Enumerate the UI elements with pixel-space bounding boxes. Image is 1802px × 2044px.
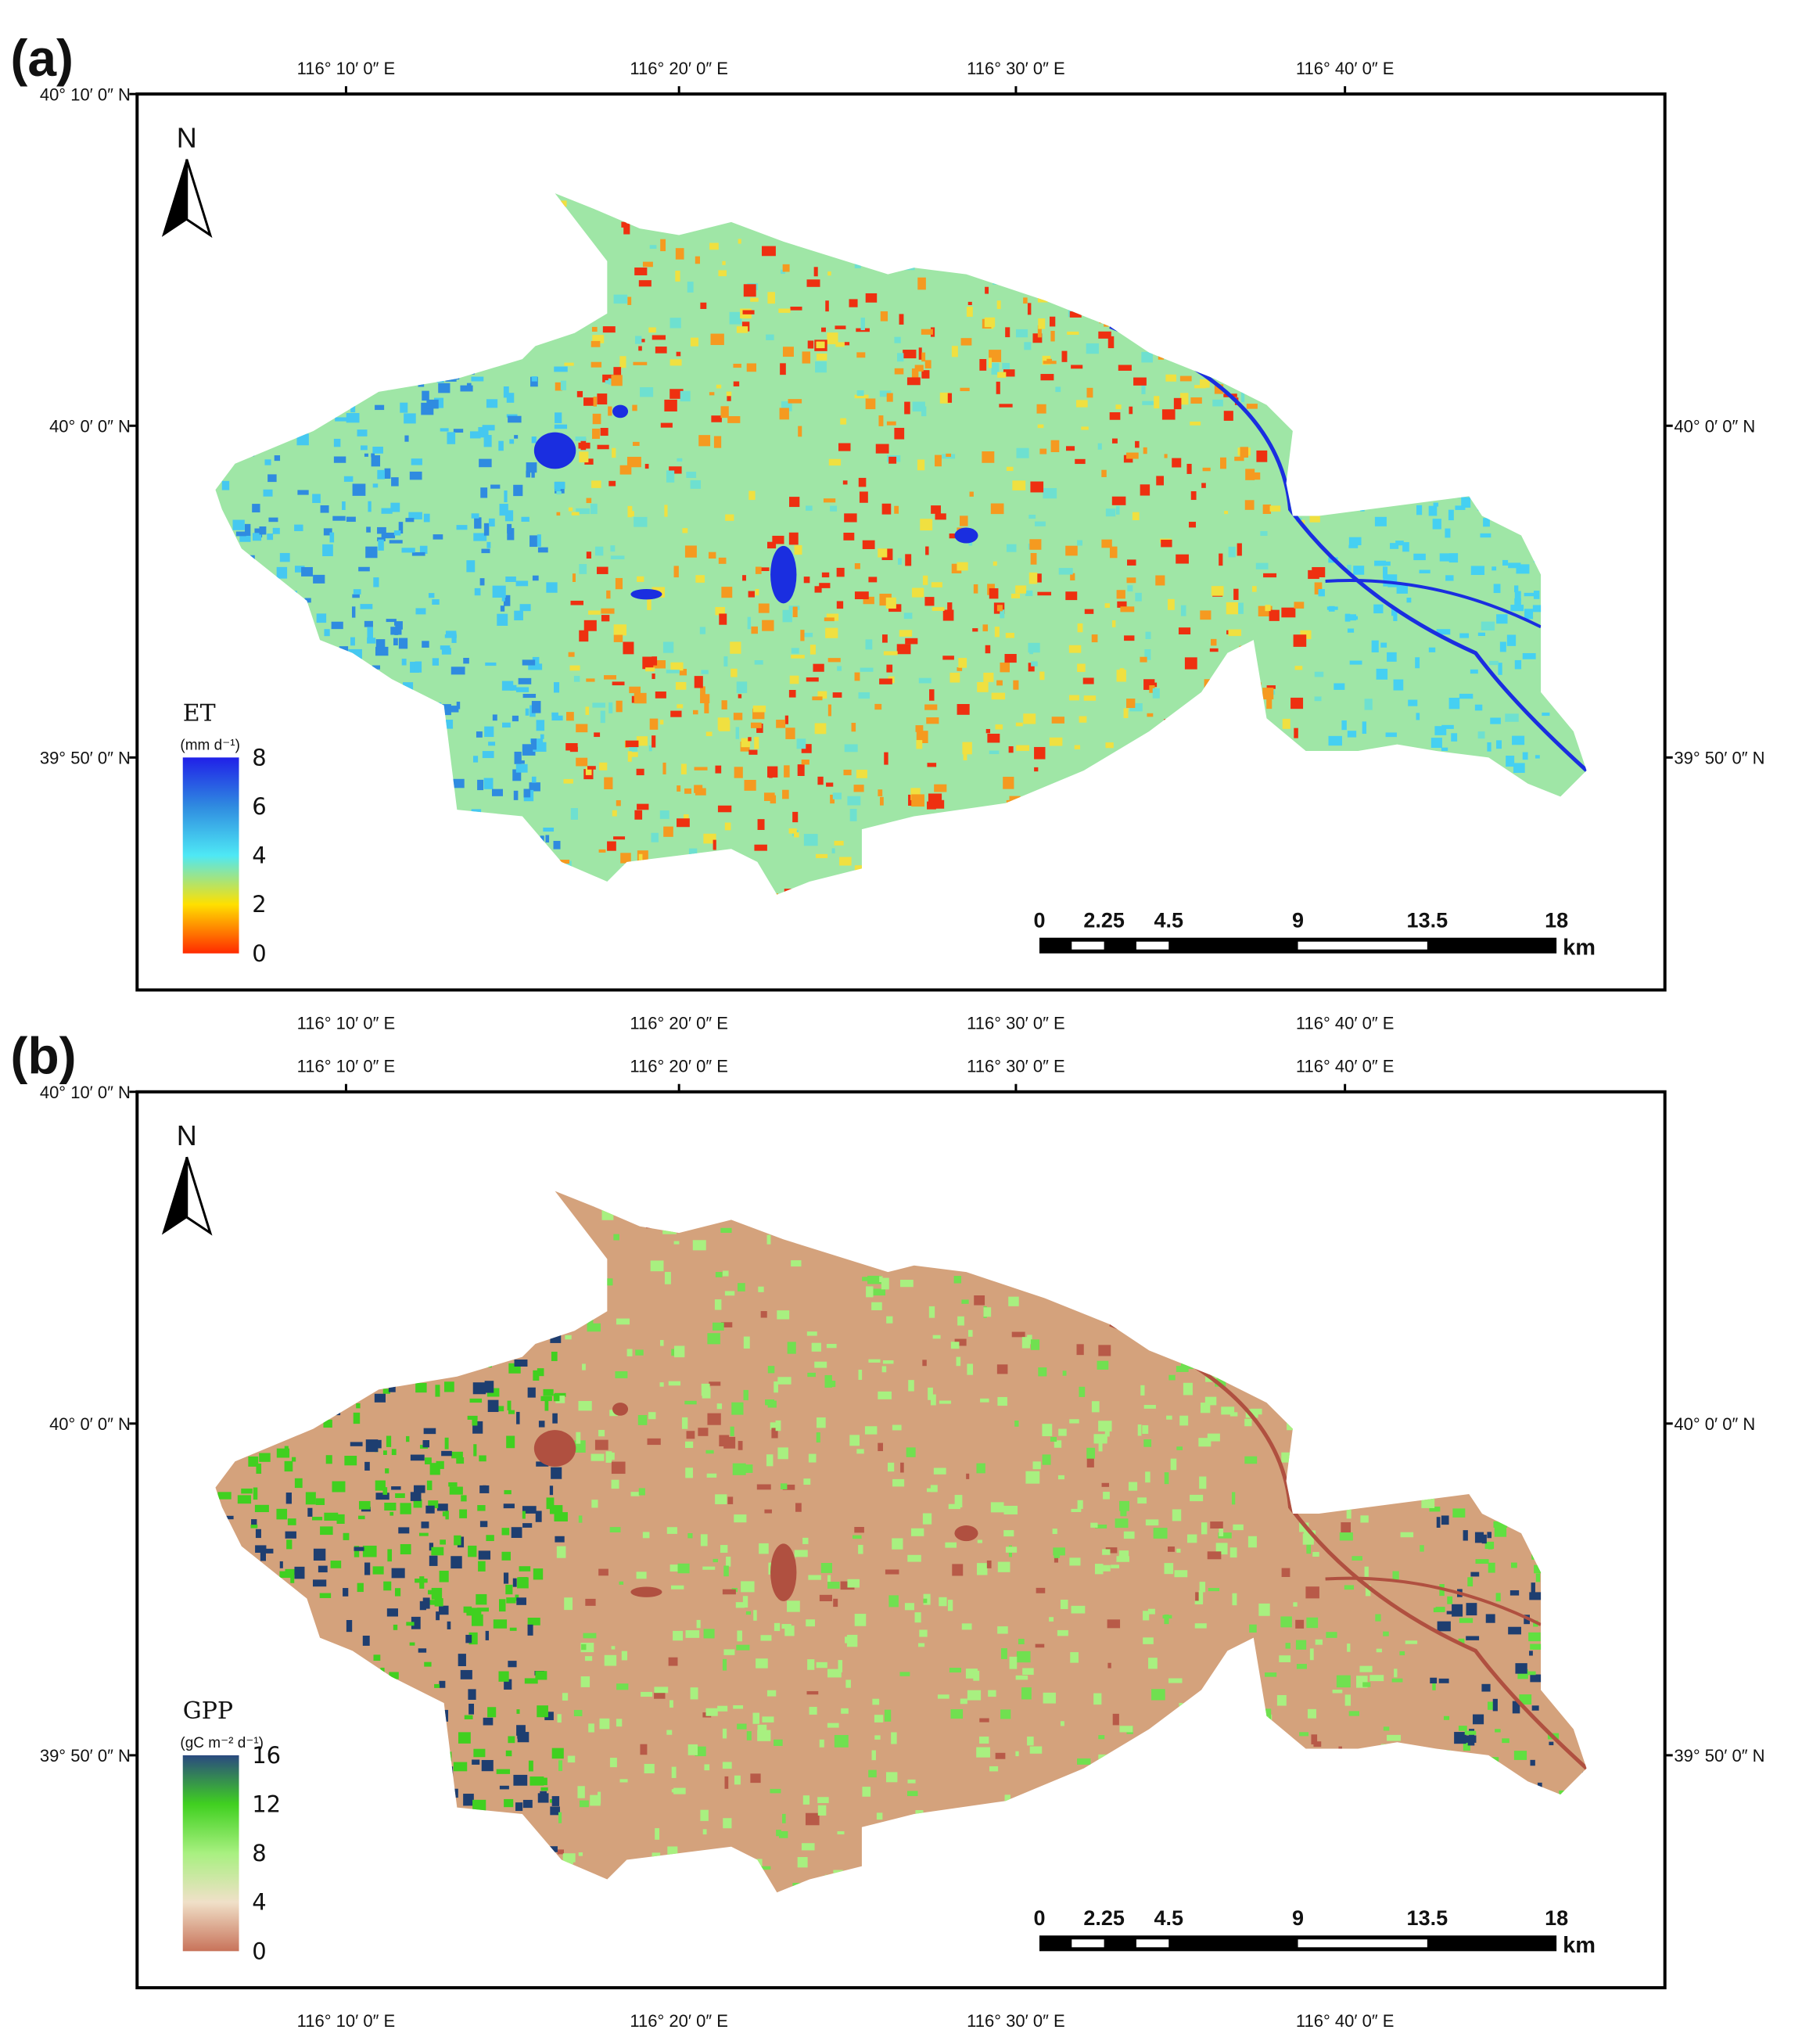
scale-bar-label: 9 <box>1292 1906 1304 1930</box>
colorbar-tick-label: 4 <box>252 1889 266 1916</box>
scale-bar-segment <box>1072 941 1104 950</box>
colorbar-tick-label: 0 <box>252 1938 266 1964</box>
colorbar-tick-label: 6 <box>252 793 266 820</box>
scale-bar-label: 0 <box>1033 908 1045 932</box>
latitude-label: 39° 50′ 0″ N <box>40 1746 131 1766</box>
scale-bar-label: 9 <box>1292 908 1304 932</box>
longitude-label: 116° 20′ 0″ E <box>630 1057 728 1076</box>
legend-unit: (mm d⁻¹) <box>180 737 240 753</box>
latitude-label: 40° 0′ 0″ N <box>1674 1414 1755 1434</box>
longitude-label: 116° 40′ 0″ E <box>1296 1057 1395 1076</box>
lake <box>770 1543 797 1601</box>
lake <box>770 545 797 604</box>
scale-bar-segment <box>1298 1939 1427 1948</box>
north-label: N <box>177 1119 197 1151</box>
river <box>1109 325 1587 772</box>
panel-label: (b) <box>10 1026 76 1084</box>
canal <box>1325 1576 1542 1626</box>
north-arrow-left <box>161 1156 188 1235</box>
scale-bar-segment <box>1072 1939 1104 1948</box>
panel: (b) 116° 10′ 0″ E 116° 10′ 0″ E 116° 20′ 0″… <box>10 1026 1764 2031</box>
scale-bar-label: 2.25 <box>1083 908 1125 932</box>
longitude-label: 116° 20′ 0″ E <box>630 1014 728 1033</box>
north-arrow-left <box>161 159 188 237</box>
latitude-label: 40° 0′ 0″ N <box>1674 417 1755 436</box>
latitude-label: 39° 50′ 0″ N <box>40 749 131 768</box>
latitude-label: 39° 50′ 0″ N <box>1674 749 1764 768</box>
colorbar-tick-label: 4 <box>252 842 266 869</box>
colorbar <box>182 1755 239 1952</box>
north-label: N <box>177 122 197 154</box>
scale-bar-label: 2.25 <box>1083 1906 1125 1930</box>
colorbar-tick-label: 16 <box>252 1742 281 1769</box>
longitude-label: 116° 10′ 0″ E <box>297 2011 396 2031</box>
scale-bar-label: 18 <box>1545 1906 1568 1930</box>
canal <box>1325 579 1542 629</box>
colorbar-tick-label: 8 <box>252 1840 266 1866</box>
lake <box>954 1525 978 1542</box>
longitude-label: 116° 30′ 0″ E <box>967 1014 1065 1033</box>
scale-bar-unit: km <box>1563 1933 1596 1958</box>
legend-title: GPP <box>183 1697 233 1725</box>
lake <box>612 404 629 418</box>
panel: (a) 116° 10′ 0″ E 116° 10′ 0″ E 116° 20′ 0″… <box>10 29 1764 1033</box>
longitude-label: 116° 40′ 0″ E <box>1296 59 1395 78</box>
scale-bar-label: 18 <box>1545 908 1568 932</box>
panel-label: (a) <box>10 29 74 87</box>
lake <box>954 527 978 544</box>
river <box>1109 1322 1587 1770</box>
district-map <box>215 193 1587 895</box>
latitude-label: 40° 0′ 0″ N <box>49 417 131 436</box>
scale-bar-segment <box>1136 1939 1169 1948</box>
colorbar <box>182 757 239 954</box>
scale-bar-segment <box>1298 941 1427 950</box>
longitude-label: 116° 30′ 0″ E <box>967 2011 1065 2031</box>
north-arrow-right <box>185 1156 213 1236</box>
longitude-label: 116° 20′ 0″ E <box>630 59 728 78</box>
lake <box>630 1586 662 1597</box>
scale-bar-label: 13.5 <box>1407 1906 1448 1930</box>
scale-bar-label: 0 <box>1033 1906 1045 1930</box>
latitude-label: 39° 50′ 0″ N <box>1674 1746 1764 1766</box>
scale-bar-unit: km <box>1563 935 1596 960</box>
colorbar-tick-label: 0 <box>252 940 266 967</box>
longitude-label: 116° 30′ 0″ E <box>967 59 1065 78</box>
longitude-label: 116° 10′ 0″ E <box>297 1014 396 1033</box>
map-frame <box>135 1090 1667 1990</box>
scale-bar-label: 4.5 <box>1154 908 1183 932</box>
latitude-label: 40° 10′ 0″ N <box>40 85 131 105</box>
legend-unit: (gC m⁻² d⁻¹) <box>180 1735 264 1751</box>
longitude-label: 116° 20′ 0″ E <box>630 2011 728 2031</box>
longitude-label: 116° 30′ 0″ E <box>967 1057 1065 1076</box>
longitude-label: 116° 40′ 0″ E <box>1296 2011 1395 2031</box>
scale-bar-label: 13.5 <box>1407 908 1448 932</box>
colorbar-tick-label: 2 <box>252 891 266 918</box>
longitude-label: 116° 10′ 0″ E <box>297 1057 396 1076</box>
latitude-label: 40° 0′ 0″ N <box>49 1414 131 1434</box>
colorbar-tick-label: 8 <box>252 744 266 771</box>
lake <box>630 588 662 600</box>
longitude-label: 116° 40′ 0″ E <box>1296 1014 1395 1033</box>
longitude-label: 116° 10′ 0″ E <box>297 59 396 78</box>
lake <box>533 1430 576 1467</box>
scale-bar-segment <box>1136 941 1169 950</box>
map-frame <box>135 92 1667 992</box>
lake <box>612 1403 629 1416</box>
latitude-label: 40° 10′ 0″ N <box>40 1083 131 1102</box>
lake <box>533 432 576 469</box>
colorbar-tick-label: 12 <box>252 1791 281 1818</box>
north-arrow-right <box>185 159 213 239</box>
scale-bar-label: 4.5 <box>1154 1906 1183 1930</box>
legend-title: ET <box>183 700 216 727</box>
